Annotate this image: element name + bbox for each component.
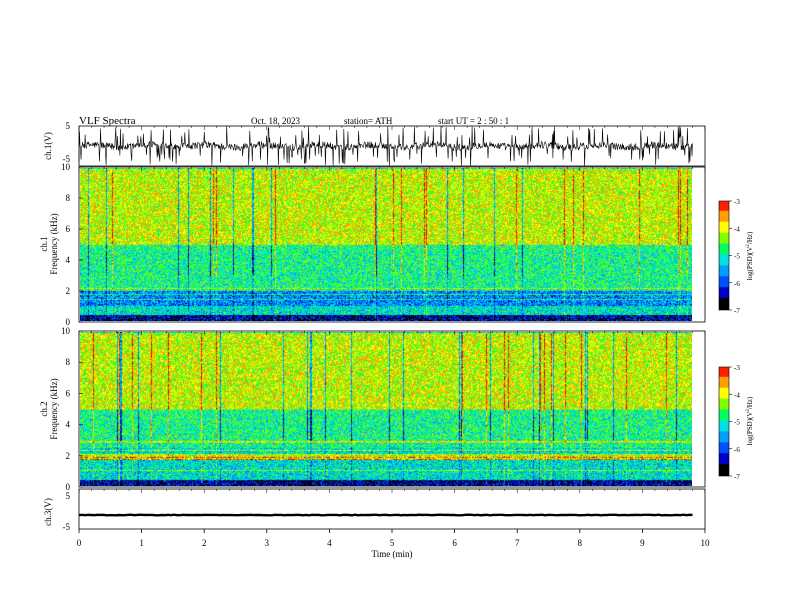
ch1-spectrogram-ylabel-frequency: Frequency (kHz) [49,213,59,274]
ch3-ytick-bottom: -5 [63,522,71,532]
colorbar-tick-label: -4 [734,225,740,233]
ch2-colorbar-ticks: -3 -4 -5 -6 -7 [729,364,740,481]
ch1-waveform-panel: 5 -5 ch.1(V) [43,121,706,167]
colorbar-tick-label: -7 [734,473,740,481]
ch1-spectrogram-ylabel-channel: ch.1 [39,236,49,251]
colorbar-tick-label: -6 [734,446,740,454]
spectrogram-ytick-label: 6 [66,388,71,398]
spectrogram-ytick-label: 2 [66,451,71,461]
ch2-spectrogram-ylabel-frequency: Frequency (kHz) [49,378,59,439]
ch2-spectrogram-yticks: 0 2 4 6 8 10 [61,326,83,492]
ch3-waveform-ylabel: ch.3(V) [43,498,53,526]
time-axis-tick-label: 4 [327,538,332,548]
spectrogram-ytick-label: 6 [66,224,71,234]
ch1-colorbar-ticks: -3 -4 -5 -6 -7 [729,198,740,315]
ch3-waveform-line [78,513,693,517]
figure-title: VLF Spectra [79,115,136,127]
ch2-spectrogram-panel: 0 2 4 6 8 10 ch.2 Frequency (kHz) [39,326,706,492]
ch1-spectrogram-yticks: 0 2 4 6 8 10 [61,162,83,327]
ch2-spectrogram-image [80,332,692,486]
time-axis-tick-label: 2 [202,538,207,548]
ch1-waveform-line [78,126,693,167]
station-label: station= ATH [344,116,393,126]
time-axis-tick-label: 8 [578,538,583,548]
time-axis-tick-label: 10 [701,538,711,548]
time-axis-tick-label: 1 [139,538,144,548]
ch2-spectrogram-ylabel-channel: ch.2 [39,401,49,416]
ch1-colorbar-label: log(PSD)(V2/Hz) [746,231,754,280]
spectrogram-ytick-label: 8 [66,193,71,203]
time-axis-tick-label: 6 [452,538,457,548]
spectrogram-ytick-label: 0 [66,482,71,492]
ch1-ytick-top: 5 [66,121,71,131]
ch3-waveform-frame [78,488,706,530]
spectrogram-ytick-label: 0 [66,317,71,327]
colorbar-tick-label: -6 [734,280,740,288]
ch1-ytick-bottom: -5 [63,154,71,164]
spectrogram-ytick-label: 2 [66,286,71,296]
start-time-label: start UT = 2 : 50 : 1 [438,116,509,126]
ch1-spectrogram-image [80,168,692,321]
colorbar-tick-label: -5 [734,419,740,427]
time-axis-tick-label: 3 [265,538,270,548]
spectrogram-ytick-label: 10 [61,326,71,336]
spectrogram-ytick-label: 8 [66,357,71,367]
ch2-colorbar-gradient [719,367,729,476]
time-axis-label: Time (min) [372,549,413,559]
ch2-colorbar-label: log(PSD)(V2/Hz) [746,396,754,445]
ch2-colorbar: -3 -4 -5 -6 -7 log(PSD)(V2/Hz) [718,364,754,481]
time-axis-tick-label: 7 [515,538,520,548]
ch1-colorbar-gradient [719,201,729,310]
time-axis-tick-label: 5 [390,538,395,548]
colorbar-tick-label: -3 [734,364,740,372]
time-axis-tick-label: 0 [77,538,82,548]
time-axis: 0 1 2 3 4 5 6 7 8 9 10 [77,126,710,548]
ch1-spectrogram-panel: 0 2 4 6 8 10 ch.1 Frequency (kHz) [39,162,706,327]
time-axis-tick-label: 9 [640,538,645,548]
spectrogram-ytick-label: 10 [61,162,71,172]
ch1-waveform-ylabel: ch.1(V) [43,132,53,160]
ch3-waveform-panel: 5 -5 ch.3(V) [43,488,706,532]
ch3-ytick-top: 5 [66,491,71,501]
date-label: Oct. 18, 2023 [251,116,300,126]
spectrogram-ytick-label: 4 [66,255,71,265]
colorbar-tick-label: -7 [734,307,740,315]
colorbar-tick-label: -5 [734,253,740,261]
colorbar-tick-label: -3 [734,198,740,206]
ch1-colorbar: -3 -4 -5 -6 -7 log(PSD)(V2/Hz) [718,198,754,315]
colorbar-tick-label: -4 [734,391,740,399]
spectrogram-ytick-label: 4 [66,420,71,430]
